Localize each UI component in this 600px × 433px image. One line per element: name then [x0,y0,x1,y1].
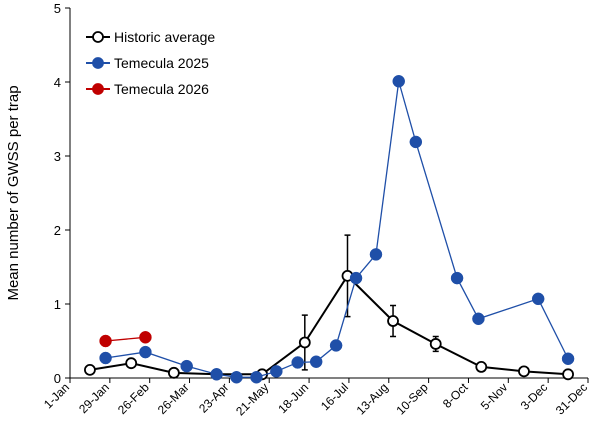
legend-label: Temecula 2025 [114,55,209,71]
point [125,357,138,370]
legend-marker [92,57,104,69]
y-tick-label: 3 [54,149,61,164]
point [475,360,488,373]
point [450,271,464,285]
point [369,248,383,261]
point [298,336,311,349]
legend-marker [92,83,104,95]
x-tick-label: 3-Dec [518,380,551,413]
point [349,271,363,285]
y-tick-label: 1 [54,297,61,312]
x-tick-label: 31-Dec [553,380,590,417]
point [387,315,399,327]
x-tick-label: 10-Sep [393,380,430,417]
point [562,368,574,381]
x-tick-label: 26-Feb [115,380,152,417]
x-tick-label: 5-Nov [478,380,511,413]
x-tick-label: 23-Apr [196,380,231,415]
point [139,331,152,344]
point [230,371,243,384]
point [531,292,545,306]
legend-marker [92,31,104,43]
x-tick-label: 16-Jul [318,380,351,413]
series-line [89,274,569,376]
point [561,352,575,366]
x-tick-label: 26-Mar [155,380,192,417]
point [518,365,530,378]
series-line [105,336,146,342]
x-tick-label: 21-May [233,380,271,418]
point [139,345,152,359]
point [409,135,423,149]
point [180,359,193,373]
x-tick-label: 1-Jan [41,380,72,411]
x-tick-label: 8-Oct [440,380,471,411]
y-tick-label: 0 [54,371,61,386]
y-tick-label: 5 [54,1,61,16]
point [291,356,304,369]
y-tick-label: 2 [54,223,61,238]
point [250,371,263,384]
point [99,351,112,365]
x-tick-label: 18-Jun [275,380,311,416]
series-line [105,81,569,378]
point [329,339,343,352]
legend-label: Historic average [114,29,215,45]
y-axis-label: Mean number of GWSS per trap [5,85,22,300]
point [84,363,96,376]
x-tick-label: 29-Jan [76,380,112,416]
point [99,334,112,348]
point [309,355,323,368]
point [392,75,405,88]
point [210,368,223,381]
legend-label: Temecula 2026 [114,81,209,97]
point [270,365,283,378]
point [167,366,180,379]
y-tick-label: 4 [54,75,61,90]
x-tick-label: 13-Aug [354,380,391,417]
point [429,338,442,350]
point [472,312,485,326]
